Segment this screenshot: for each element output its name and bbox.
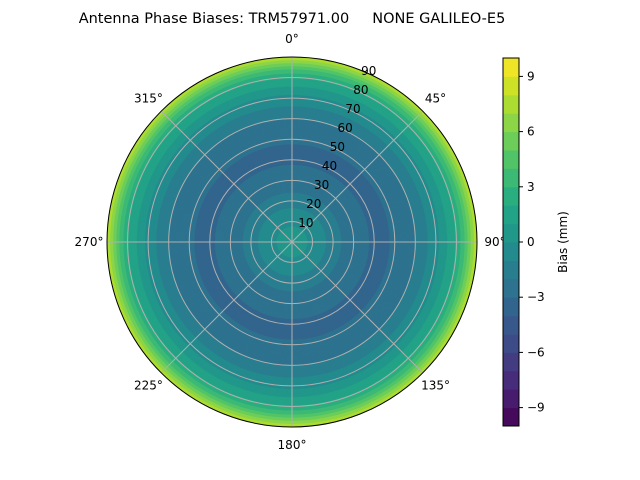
colorbar-swatches: [503, 58, 519, 427]
colorbar-level: [503, 389, 519, 409]
colorbar-level: [503, 278, 519, 298]
colorbar-level: [503, 150, 519, 169]
radial-tick-label: 80: [353, 83, 368, 97]
colorbar-label: Bias (mm): [556, 211, 570, 273]
polar-frame: [106, 56, 478, 428]
radial-tick-label: 10: [298, 216, 313, 230]
angular-tick-label: 270°: [75, 235, 104, 249]
colorbar-tick-label: −6: [527, 345, 545, 359]
angular-tick-label: 45°: [425, 91, 446, 105]
radial-tick-label: 30: [314, 178, 329, 192]
angular-tick-label: 90°: [484, 235, 505, 249]
colorbar-level: [503, 205, 519, 225]
colorbar-level: [503, 352, 519, 372]
radial-tick-label: 20: [306, 197, 321, 211]
colorbar-tick-label: 6: [527, 125, 535, 139]
radial-tick-label: 50: [330, 140, 345, 154]
chart-title: Antenna Phase Biases: TRM57971.00 NONE G…: [79, 11, 506, 27]
radial-tick-label: 60: [338, 121, 353, 135]
angular-gridline: [160, 110, 293, 243]
colorbar-level: [503, 223, 519, 243]
angular-tick-labels: 0° 45° 90° 135° 180° 225° 270° 315°: [75, 32, 506, 452]
colorbar-level: [503, 58, 519, 77]
colorbar-level: [503, 315, 519, 335]
colorbar-tick-label: 3: [527, 180, 535, 194]
colorbar-level: [503, 76, 519, 96]
angular-tick-label: 180°: [278, 438, 307, 452]
colorbar-level: [503, 168, 519, 188]
angular-tick-label: 0°: [285, 32, 299, 46]
colorbar-tick-label: −9: [527, 401, 545, 415]
angular-tick-label: 225°: [134, 379, 163, 393]
radial-tick-label: 90: [361, 64, 376, 78]
angular-gridline: [291, 241, 424, 374]
angular-tick-label: 315°: [134, 91, 163, 105]
colorbar-level: [503, 297, 519, 317]
polar-plot: 0° 45° 90° 135° 180° 225° 270° 315° 10 20 30 40 50 6…: [75, 32, 506, 452]
radial-tick-label: 70: [345, 102, 360, 116]
colorbar-level: [503, 94, 519, 114]
radial-tick-label: 40: [322, 159, 337, 173]
colorbar-tick-label: 0: [527, 235, 535, 249]
polar-grid: [107, 57, 477, 427]
colorbar-level: [503, 407, 519, 427]
colorbar-level: [503, 334, 519, 353]
angular-tick-label: 135°: [421, 379, 450, 393]
radial-tick-labels: 10 20 30 40 50 60 70 80 90: [298, 64, 376, 230]
colorbar-tick-label: 9: [527, 69, 535, 83]
colorbar-level: [503, 242, 519, 261]
colorbar-level: [503, 260, 519, 280]
angular-gridline: [160, 241, 293, 374]
colorbar-tick-label: −3: [527, 290, 545, 304]
colorbar: −9 −6 −3 0 3 6 9 Bias (mm): [502, 57, 570, 427]
colorbar-level: [503, 186, 519, 206]
colorbar-level: [503, 131, 519, 151]
colorbar-ticks: −9 −6 −3 0 3 6 9: [519, 69, 545, 415]
colorbar-level: [503, 370, 519, 390]
colorbar-level: [503, 113, 519, 133]
angular-gridline: [291, 110, 424, 243]
